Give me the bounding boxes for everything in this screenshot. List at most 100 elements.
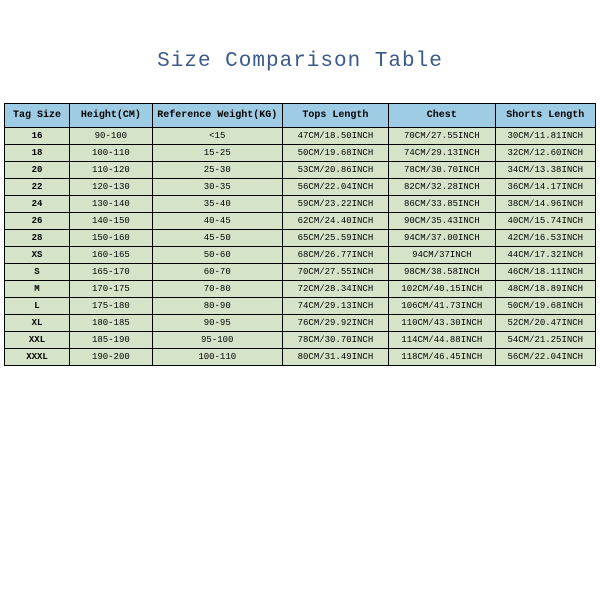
table-row: XL180-18590-9576CM/29.92INCH110CM/43.30I… bbox=[5, 315, 596, 332]
table-cell: 28 bbox=[5, 230, 70, 247]
table-cell: 160-165 bbox=[70, 247, 153, 264]
table-cell: XS bbox=[5, 247, 70, 264]
table-cell: 52CM/20.47INCH bbox=[495, 315, 596, 332]
table-cell: 165-170 bbox=[70, 264, 153, 281]
table-cell: 56CM/22.04INCH bbox=[282, 179, 388, 196]
table-row: S165-17060-7070CM/27.55INCH98CM/38.58INC… bbox=[5, 264, 596, 281]
table-cell: 32CM/12.60INCH bbox=[495, 145, 596, 162]
table-cell: 50CM/19.68INCH bbox=[495, 298, 596, 315]
table-cell: 38CM/14.96INCH bbox=[495, 196, 596, 213]
table-cell: 46CM/18.11INCH bbox=[495, 264, 596, 281]
table-row: 20110-12025-3053CM/20.86INCH78CM/30.70IN… bbox=[5, 162, 596, 179]
table-cell: 76CM/29.92INCH bbox=[282, 315, 388, 332]
table-cell: 95-100 bbox=[152, 332, 282, 349]
table-cell: <15 bbox=[152, 128, 282, 145]
table-cell: 114CM/44.88INCH bbox=[389, 332, 495, 349]
table-cell: 65CM/25.59INCH bbox=[282, 230, 388, 247]
table-cell: 70-80 bbox=[152, 281, 282, 298]
table-cell: 175-180 bbox=[70, 298, 153, 315]
table-cell: 100-110 bbox=[152, 349, 282, 366]
table-cell: 102CM/40.15INCH bbox=[389, 281, 495, 298]
table-cell: 45-50 bbox=[152, 230, 282, 247]
table-cell: 60-70 bbox=[152, 264, 282, 281]
table-cell: 110CM/43.30INCH bbox=[389, 315, 495, 332]
col-tag-size: Tag Size bbox=[5, 104, 70, 128]
table-row: XXXL190-200100-11080CM/31.49INCH118CM/46… bbox=[5, 349, 596, 366]
table-cell: 30-35 bbox=[152, 179, 282, 196]
table-cell: 170-175 bbox=[70, 281, 153, 298]
col-tops-length: Tops Length bbox=[282, 104, 388, 128]
table-cell: 70CM/27.55INCH bbox=[282, 264, 388, 281]
table-row: 22120-13030-3556CM/22.04INCH82CM/32.28IN… bbox=[5, 179, 596, 196]
table-cell: 44CM/17.32INCH bbox=[495, 247, 596, 264]
table-cell: 94CM/37.00INCH bbox=[389, 230, 495, 247]
table-row: L175-18080-9074CM/29.13INCH106CM/41.73IN… bbox=[5, 298, 596, 315]
table-body: 1690-100<1547CM/18.50INCH70CM/27.55INCH3… bbox=[5, 128, 596, 366]
table-cell: 190-200 bbox=[70, 349, 153, 366]
table-cell: 47CM/18.50INCH bbox=[282, 128, 388, 145]
col-height: Height(CM) bbox=[70, 104, 153, 128]
table-cell: 24 bbox=[5, 196, 70, 213]
table-cell: 106CM/41.73INCH bbox=[389, 298, 495, 315]
table-cell: 110-120 bbox=[70, 162, 153, 179]
size-table: Tag Size Height(CM) Reference Weight(KG)… bbox=[4, 103, 596, 366]
col-shorts-length: Shorts Length bbox=[495, 104, 596, 128]
table-cell: 59CM/23.22INCH bbox=[282, 196, 388, 213]
page-title: Size Comparison Table bbox=[0, 50, 600, 73]
table-cell: 54CM/21.25INCH bbox=[495, 332, 596, 349]
table-cell: 100-110 bbox=[70, 145, 153, 162]
table-cell: 98CM/38.58INCH bbox=[389, 264, 495, 281]
table-cell: 56CM/22.04INCH bbox=[495, 349, 596, 366]
table-cell: 94CM/37INCH bbox=[389, 247, 495, 264]
header-row: Tag Size Height(CM) Reference Weight(KG)… bbox=[5, 104, 596, 128]
table-cell: 90-100 bbox=[70, 128, 153, 145]
table-cell: 36CM/14.17INCH bbox=[495, 179, 596, 196]
table-cell: 26 bbox=[5, 213, 70, 230]
table-row: 28150-16045-5065CM/25.59INCH94CM/37.00IN… bbox=[5, 230, 596, 247]
table-cell: 130-140 bbox=[70, 196, 153, 213]
table-cell: 180-185 bbox=[70, 315, 153, 332]
table-cell: XXL bbox=[5, 332, 70, 349]
table-cell: L bbox=[5, 298, 70, 315]
table-cell: 78CM/30.70INCH bbox=[389, 162, 495, 179]
table-cell: 40CM/15.74INCH bbox=[495, 213, 596, 230]
table-cell: 34CM/13.38INCH bbox=[495, 162, 596, 179]
table-row: 1690-100<1547CM/18.50INCH70CM/27.55INCH3… bbox=[5, 128, 596, 145]
table-cell: 50CM/19.68INCH bbox=[282, 145, 388, 162]
table-cell: 40-45 bbox=[152, 213, 282, 230]
table-cell: 80CM/31.49INCH bbox=[282, 349, 388, 366]
table-cell: 18 bbox=[5, 145, 70, 162]
table-cell: XXXL bbox=[5, 349, 70, 366]
table-cell: 120-130 bbox=[70, 179, 153, 196]
table-row: M170-17570-8072CM/28.34INCH102CM/40.15IN… bbox=[5, 281, 596, 298]
table-row: 18100-11015-2550CM/19.68INCH74CM/29.13IN… bbox=[5, 145, 596, 162]
table-cell: 68CM/26.77INCH bbox=[282, 247, 388, 264]
table-wrapper: Tag Size Height(CM) Reference Weight(KG)… bbox=[0, 103, 600, 366]
table-cell: 82CM/32.28INCH bbox=[389, 179, 495, 196]
table-cell: 15-25 bbox=[152, 145, 282, 162]
table-cell: 62CM/24.40INCH bbox=[282, 213, 388, 230]
table-cell: 20 bbox=[5, 162, 70, 179]
table-cell: 16 bbox=[5, 128, 70, 145]
table-cell: XL bbox=[5, 315, 70, 332]
table-cell: 70CM/27.55INCH bbox=[389, 128, 495, 145]
table-cell: 140-150 bbox=[70, 213, 153, 230]
page-container: Size Comparison Table Tag Size Height(CM… bbox=[0, 0, 600, 600]
table-cell: 50-60 bbox=[152, 247, 282, 264]
table-cell: M bbox=[5, 281, 70, 298]
table-cell: 78CM/30.70INCH bbox=[282, 332, 388, 349]
table-cell: 90CM/35.43INCH bbox=[389, 213, 495, 230]
table-cell: 72CM/28.34INCH bbox=[282, 281, 388, 298]
table-head: Tag Size Height(CM) Reference Weight(KG)… bbox=[5, 104, 596, 128]
table-cell: S bbox=[5, 264, 70, 281]
table-cell: 150-160 bbox=[70, 230, 153, 247]
table-cell: 118CM/46.45INCH bbox=[389, 349, 495, 366]
table-cell: 30CM/11.81INCH bbox=[495, 128, 596, 145]
table-cell: 90-95 bbox=[152, 315, 282, 332]
table-cell: 25-30 bbox=[152, 162, 282, 179]
table-cell: 53CM/20.86INCH bbox=[282, 162, 388, 179]
table-row: 24130-14035-4059CM/23.22INCH86CM/33.85IN… bbox=[5, 196, 596, 213]
table-cell: 74CM/29.13INCH bbox=[282, 298, 388, 315]
table-cell: 185-190 bbox=[70, 332, 153, 349]
table-row: 26140-15040-4562CM/24.40INCH90CM/35.43IN… bbox=[5, 213, 596, 230]
